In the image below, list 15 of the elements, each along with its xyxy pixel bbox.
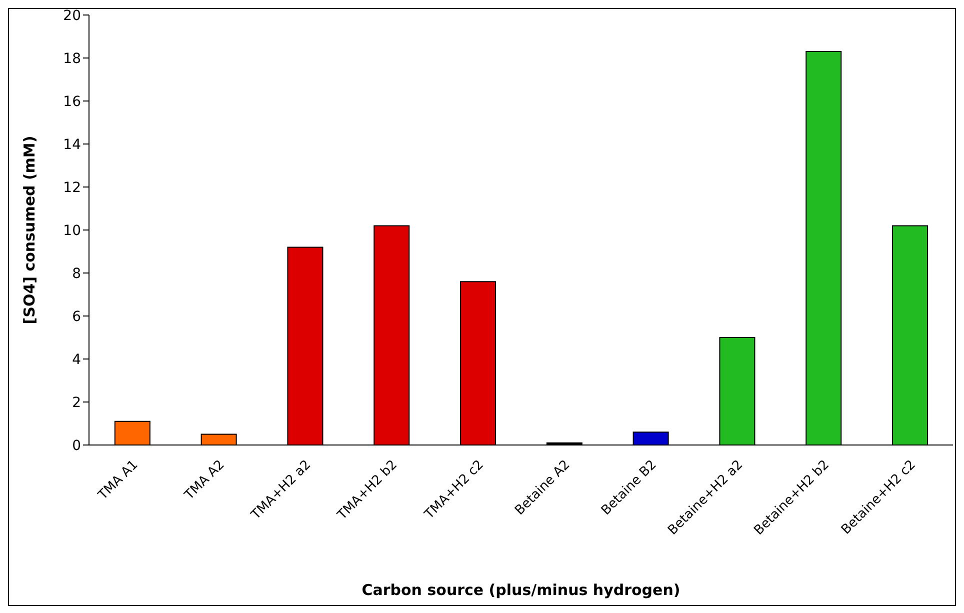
- y-tick-label: 14: [63, 136, 82, 153]
- y-tick-label: 2: [72, 394, 81, 411]
- y-tick-label: 16: [63, 94, 82, 110]
- y-tick-label: 0: [72, 438, 81, 454]
- y-tick-label: 20: [63, 8, 81, 24]
- y-tick-label: 4: [72, 352, 82, 368]
- y-tick-label: 6: [72, 308, 82, 325]
- x-tick-label: TMA A2: [181, 457, 228, 504]
- y-tick-label: 10: [63, 222, 81, 239]
- y-axis-title: [SO4] consumed (mM): [20, 136, 38, 324]
- y-tick-label: 8: [72, 266, 81, 282]
- x-tick-label: TMA A1: [95, 457, 142, 504]
- x-axis-title: Carbon source (plus/minus hydrogen): [362, 581, 680, 599]
- y-tick-label: 12: [63, 180, 81, 196]
- y-tick-label: 18: [63, 50, 81, 67]
